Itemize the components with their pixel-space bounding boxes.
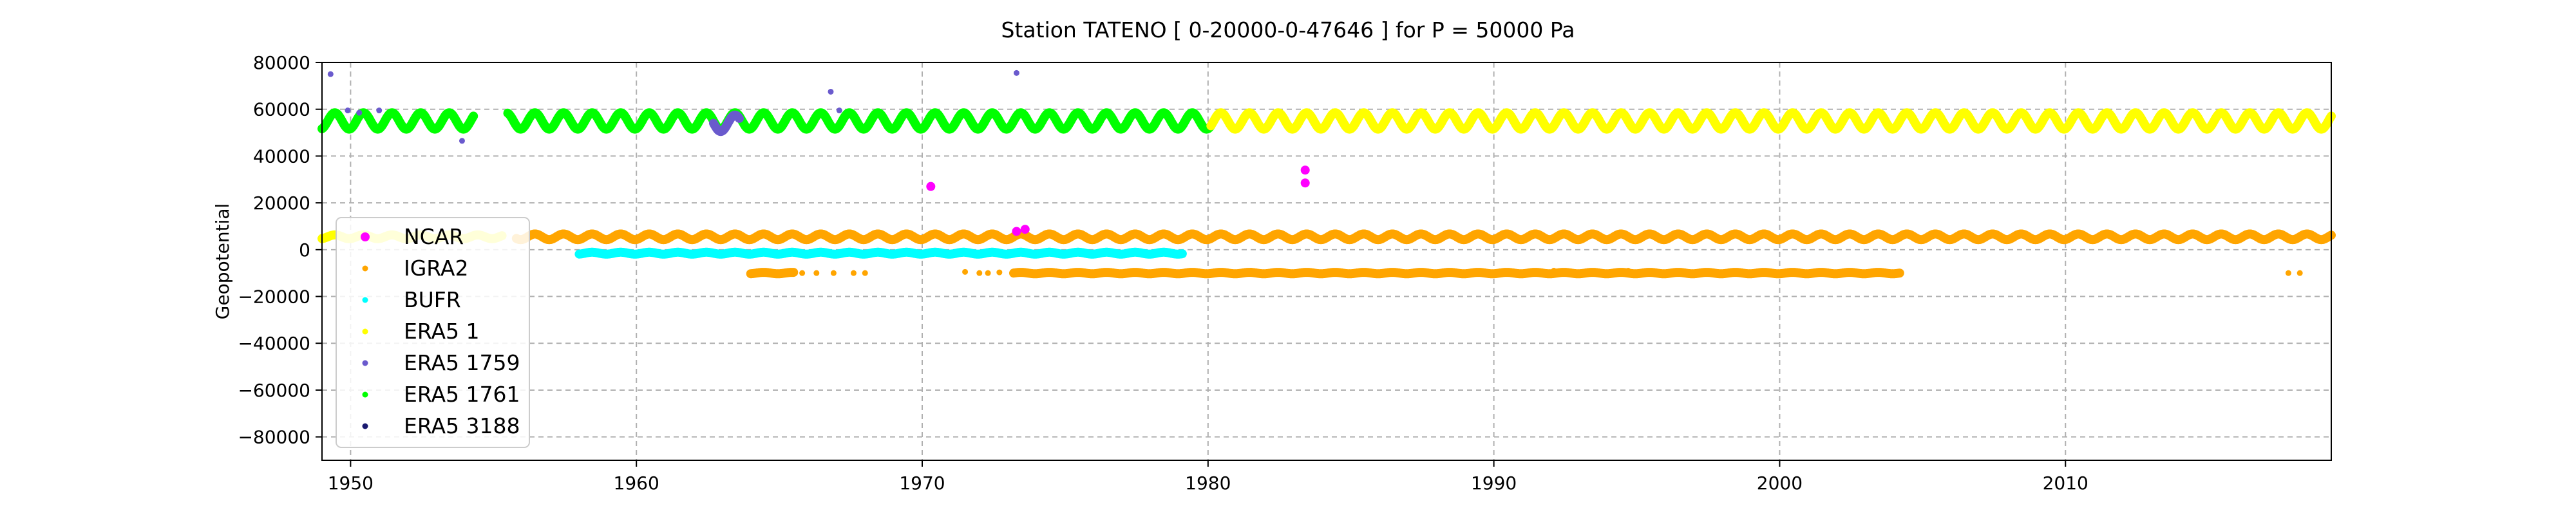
data-band: [1206, 108, 2336, 134]
data-band: [503, 108, 1216, 134]
data-point: [985, 270, 991, 276]
data-point: [836, 108, 842, 114]
y-tick-label: 80000: [253, 52, 310, 73]
y-tick-label: −40000: [238, 333, 310, 354]
y-axis-title: Geopotential: [212, 203, 233, 320]
data-point: [926, 182, 936, 191]
data-point: [1625, 268, 1631, 274]
series-igra2: [511, 229, 2336, 279]
x-tick-label: 1980: [1185, 473, 1231, 494]
data-point: [830, 270, 837, 276]
plot-frame: [321, 62, 2332, 461]
x-tick-label: 1960: [614, 473, 659, 494]
legend-label: ERA5 1759: [404, 350, 520, 375]
x-tick-label: 2000: [1757, 473, 1803, 494]
legend-marker: [362, 391, 368, 398]
data-point: [327, 71, 334, 77]
data-point: [996, 269, 1003, 276]
y-tick-label: 40000: [253, 145, 310, 167]
axes: 1950 1960 1970 1980 1990 2000 2010 −80000 −60000…: [238, 52, 2088, 494]
data-band: [574, 247, 1187, 259]
legend-label: ERA5 3188: [404, 413, 520, 438]
y-tick-label: 60000: [253, 99, 310, 120]
data-point: [799, 270, 806, 276]
data-point: [1020, 225, 1030, 234]
data-point: [459, 138, 465, 144]
y-tick-label: −20000: [238, 286, 310, 308]
legend-label: BUFR: [404, 287, 461, 312]
data-point: [762, 270, 768, 276]
series-bufr: [574, 247, 1187, 259]
data-point: [748, 270, 754, 276]
data-point: [976, 270, 983, 276]
y-tick-label: 20000: [253, 192, 310, 214]
data-point: [782, 270, 788, 276]
data-point: [1012, 227, 1021, 236]
data-point: [828, 88, 834, 95]
legend-label: NCAR: [404, 224, 464, 249]
data-band: [317, 108, 478, 134]
data-point: [850, 270, 857, 276]
data-point: [813, 270, 820, 276]
x-tick-label: 1970: [899, 473, 945, 494]
legend-marker: [362, 423, 368, 429]
chart-title: Station TATENO [ 0-20000-0-47646 ] for P…: [1001, 17, 1575, 42]
data-point: [2297, 270, 2303, 276]
data-point: [1300, 178, 1310, 188]
data-point: [376, 108, 383, 114]
y-tick-label: 0: [299, 239, 310, 261]
data-band: [709, 110, 744, 136]
data-point: [356, 109, 363, 116]
legend-marker: [362, 265, 368, 272]
legend-frame: [336, 217, 530, 448]
legend-label: ERA5 1: [404, 319, 480, 344]
y-tick-label: −60000: [238, 380, 310, 401]
legend-marker: [362, 297, 368, 303]
data-point: [862, 270, 868, 276]
legend-label: ERA5 1761: [404, 382, 520, 407]
series-ncar: [926, 165, 1310, 236]
legend-marker: [362, 360, 368, 366]
x-tick-label: 1990: [1471, 473, 1517, 494]
data-point: [1247, 268, 1254, 274]
legend-label: IGRA2: [404, 256, 468, 281]
data-point: [962, 268, 969, 275]
x-tick-label: 2010: [2043, 473, 2088, 494]
data-band: [511, 229, 2336, 245]
y-tick-label: −80000: [238, 427, 310, 448]
data-point: [1551, 268, 1557, 274]
legend: NCAR IGRA2 BUFR ERA5 1 ERA5 1759 ERA5 1761 ERA…: [336, 217, 530, 448]
x-tick-label: 1950: [328, 473, 374, 494]
data-point: [2285, 270, 2291, 276]
legend-marker: [361, 232, 370, 241]
data-point: [1013, 70, 1019, 76]
series-era5-1759: [327, 70, 1019, 144]
data-band: [1009, 268, 1904, 279]
data-point: [1300, 165, 1310, 175]
data-point: [345, 108, 351, 114]
legend-marker: [362, 328, 368, 335]
series-era5-1761: [317, 108, 1216, 134]
